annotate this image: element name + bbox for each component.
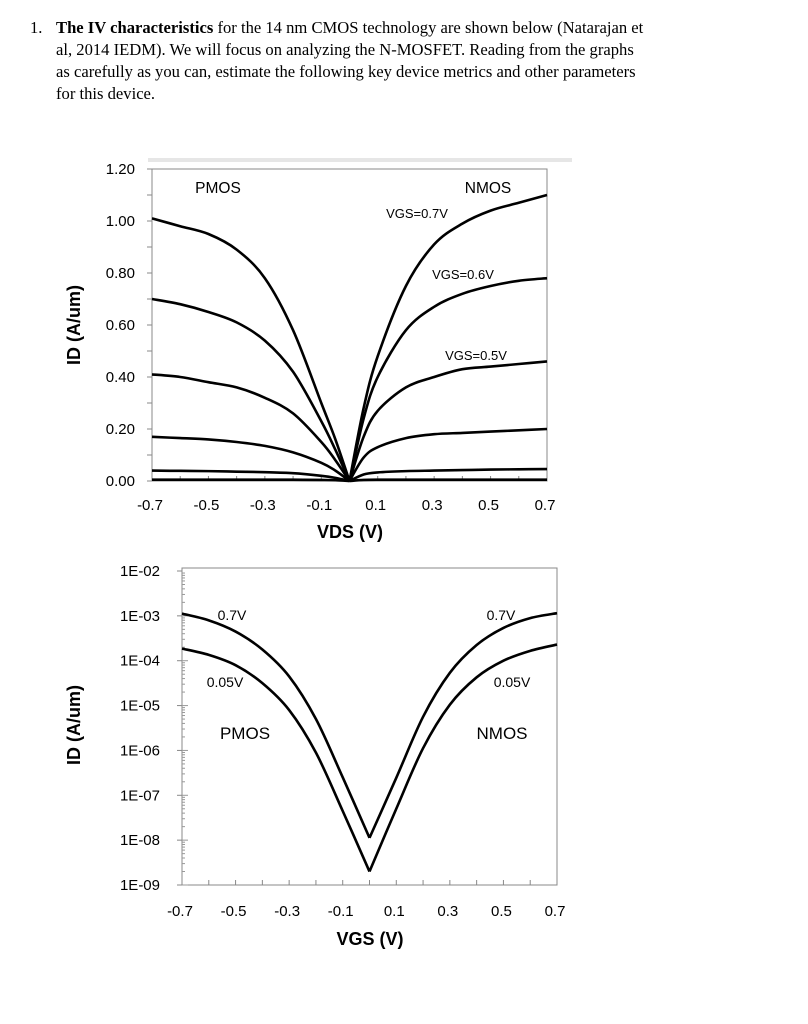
chart1-curve-nmos — [348, 427, 548, 482]
chart2-annotation: PMOS — [220, 724, 270, 743]
chart2-curve-nmos — [368, 643, 558, 873]
chart1-curve-pmos — [151, 217, 351, 482]
chart2-x-axis-label: VGS (V) — [336, 929, 403, 949]
question-line-2: al, 2014 IEDM). We will focus on analyzi… — [56, 40, 634, 59]
question-line-4: for this device. — [56, 84, 156, 103]
chart1-y-tick-label: 1.20 — [106, 161, 135, 178]
chart2-x-tick-label: 0.5 — [491, 903, 512, 920]
question-line-1-text: for the 14 nm CMOS technology are shown … — [213, 18, 644, 37]
chart2-y-tick-label: 1E-07 — [120, 787, 160, 804]
chart1-curve-nmos — [349, 478, 547, 483]
chart2-y-tick-label: 1E-06 — [120, 742, 160, 759]
chart1-x-tick-label: 0.5 — [478, 497, 499, 514]
chart1-y-axis-label: ID (A/um) — [64, 285, 84, 365]
chart1-curve-nmos — [348, 276, 548, 482]
chart2-y-axis-label: ID (A/um) — [64, 685, 84, 765]
chart1-curve-pmos — [151, 297, 351, 482]
chart1-annotation: VGS=0.5V — [445, 348, 507, 363]
chart1-curve-pmos — [151, 373, 351, 482]
chart2-x-tick-label: 0.7 — [545, 903, 566, 920]
chart1-y-tick-label: 0.80 — [106, 265, 135, 282]
chart1-y-tick-label: 0.60 — [106, 317, 135, 334]
chart2-annotation: 0.7V — [218, 607, 247, 623]
chart2-y-tick-label: 1E-02 — [120, 563, 160, 580]
chart1-x-tick-label: -0.7 — [137, 497, 163, 514]
chart2-curve-pmos — [181, 647, 371, 873]
chart1-curve-pmos — [151, 469, 350, 483]
chart1-x-tick-label: 0.3 — [422, 497, 443, 514]
chart2-y-tick-label: 1E-09 — [120, 877, 160, 894]
chart1-curve-nmos — [348, 193, 548, 482]
chart1-plot-frame — [151, 168, 548, 482]
chart2-x-tick-label: -0.7 — [167, 903, 193, 920]
chart2-annotation: 0.05V — [494, 674, 531, 690]
chart2-y-tick-label: 1E-03 — [120, 608, 160, 625]
chart2-x-tick-label: -0.3 — [274, 903, 300, 920]
chart1-x-axis-label: VDS (V) — [317, 522, 383, 542]
chart1-curve-pmos — [152, 478, 350, 483]
question-line-1: The IV characteristics for the 14 nm CMO… — [56, 17, 643, 39]
chart2-x-tick-label: -0.1 — [328, 903, 354, 920]
chart2-y-tick-label: 1E-04 — [120, 653, 160, 670]
chart1-y-tick-label: 0.40 — [106, 369, 135, 386]
chart1-x-tick-label: -0.1 — [306, 497, 332, 514]
chart2-x-tick-label: 0.1 — [384, 903, 405, 920]
chart1-x-tick-label: 0.1 — [365, 497, 386, 514]
chart1-annotation: NMOS — [465, 180, 512, 197]
chart1-x-tick-label: 0.7 — [535, 497, 556, 514]
chart1-y-tick-label: 0.20 — [106, 421, 135, 438]
chart2-curve-pmos — [181, 612, 371, 839]
chart1-curve-nmos — [348, 360, 548, 482]
question-number: 1. — [30, 18, 43, 37]
chart1-y-tick-label: 0.00 — [106, 473, 135, 490]
chart1-x-tick-label: -0.5 — [193, 497, 219, 514]
chart2-annotation: 0.05V — [207, 674, 244, 690]
question-bold-lead: The IV characteristics — [56, 18, 214, 37]
chart1-x-tick-label: -0.3 — [250, 497, 276, 514]
chart1-curve-pmos — [151, 435, 351, 483]
chart2-annotation: NMOS — [477, 724, 528, 743]
question-line-3: as carefully as you can, estimate the fo… — [56, 62, 636, 81]
chart1-y-tick-label: 1.00 — [106, 213, 135, 230]
chart2-curve-nmos — [368, 611, 558, 839]
chart2-x-tick-label: 0.3 — [437, 903, 458, 920]
chart1-annotation: VGS=0.6V — [432, 267, 494, 282]
chart2-annotation: 0.7V — [487, 607, 516, 623]
chart2-y-tick-label: 1E-05 — [120, 698, 160, 715]
chart2-y-tick-label: 1E-08 — [120, 832, 160, 849]
chart2-x-tick-label: -0.5 — [221, 903, 247, 920]
chart1-annotation: VGS=0.7V — [386, 206, 448, 221]
chart1-annotation: PMOS — [195, 180, 241, 197]
chart1-curve-nmos — [348, 467, 548, 483]
